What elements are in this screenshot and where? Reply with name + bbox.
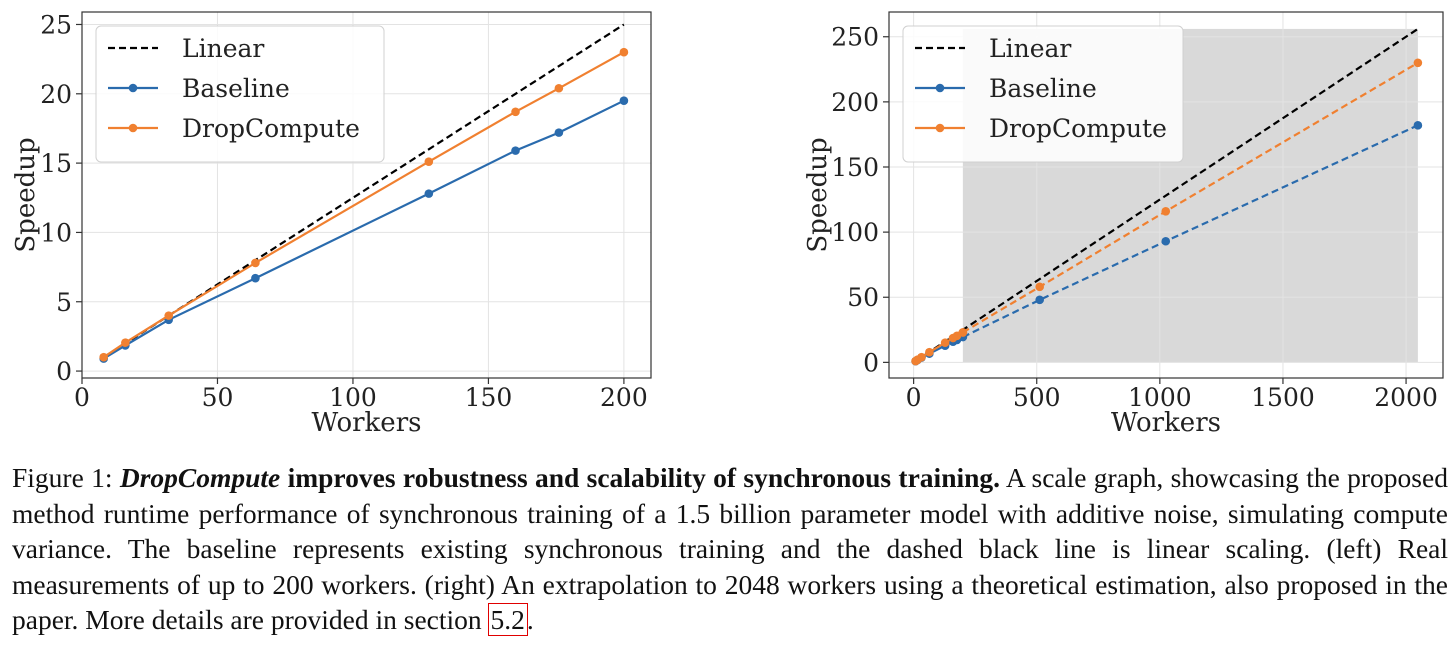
caption-method-name: DropCompute [119,462,281,493]
left-y-tick-label: 5 [56,288,72,317]
left-point-dropcompute [424,157,434,167]
left-point-dropcompute [554,83,564,93]
right-y-tick-label: 250 [831,23,879,52]
left-point-dropcompute [511,107,520,117]
right-legend-label-linear: Linear [989,34,1071,63]
left-x-tick-label: 50 [202,383,234,412]
left-point-dropcompute [619,47,629,57]
right-legend-label-baseline: Baseline [989,74,1097,103]
right-y-axis-label: Speedup [803,137,833,252]
left-point-dropcompute [164,311,174,320]
right-legend-box [902,25,1184,163]
left-point-baseline [424,189,434,198]
left-point-dropcompute [121,338,130,347]
right-legend-marker-baseline [935,83,945,93]
left-point-baseline [251,273,260,283]
left-chart-panel: 0 50 100 150 200 0 5 10 15 20 25 Workers Speedup Line… [11,10,652,438]
right-legend-marker-dropcompute [935,123,945,133]
right-chart-panel: 0 500 1000 1500 2000 0 50 100 150 200 250 Workers Sp… [803,11,1444,438]
right-x-tick-label: 0 [906,383,922,412]
left-point-dropcompute [251,258,260,268]
left-legend-marker-dropcompute [128,123,138,133]
left-y-tick-label: 10 [40,218,72,247]
left-y-tick-label: 20 [40,80,72,109]
left-legend-marker-baseline [128,83,138,93]
right-y-tick-label: 0 [863,348,879,377]
left-y-axis-label: Speedup [11,137,41,252]
left-legend-label-baseline: Baseline [182,74,290,103]
right-axes-frame [888,11,1444,379]
left-x-tick-label: 200 [600,383,648,412]
left-y-tick-label: 0 [56,357,72,386]
left-series-line-baseline-1 [103,99,625,360]
left-point-baseline [619,96,629,106]
caption-label: Figure 1: [12,462,120,493]
right-y-tick-label: 100 [831,218,879,247]
left-series-line-dropcompute-2 [103,51,625,359]
right-point-extrapolated [1413,58,1423,68]
right-point-extrapolated [1161,206,1171,216]
right-series-line-extrapolated-2 [962,124,1419,338]
left-axes-frame [81,11,652,379]
left-y-tick-label: 15 [40,149,72,178]
right-point-dropcompute [940,338,950,348]
right-point-extrapolated [1161,236,1171,246]
right-point-extrapolated [1035,282,1044,292]
left-y-tick-label: 25 [40,10,72,39]
section-reference-link[interactable]: 5.2 [487,603,528,636]
right-point-dropcompute [917,352,926,362]
left-x-tick-label: 100 [329,383,377,412]
right-x-tick-label: 1000 [1128,383,1192,412]
left-x-tick-label: 0 [74,383,90,412]
left-x-tick-label: 150 [465,383,513,412]
left-point-dropcompute [99,352,108,362]
left-legend-label-dropcompute: DropCompute [182,114,360,143]
right-y-tick-label: 200 [831,88,879,117]
figure-caption: Figure 1: DropCompute improves robustnes… [12,460,1448,638]
left-x-axis-label: Workers [312,408,422,438]
right-x-axis-label: Workers [1111,408,1221,438]
left-legend-box [95,25,385,163]
caption-body: A scale graph, showcasing the proposed m… [12,462,1448,635]
right-y-tick-label: 150 [831,153,879,182]
left-point-baseline [511,146,520,155]
left-legend-label-linear: Linear [182,34,264,63]
right-point-extrapolated [1413,121,1423,130]
left-point-baseline [554,128,564,137]
right-series-line-extrapolated-4 [962,61,1419,334]
right-point-dropcompute [925,347,934,357]
right-point-extrapolated [1035,295,1044,305]
right-y-tick-label: 50 [847,283,879,312]
right-x-tick-label: 1500 [1251,383,1315,412]
right-point-extrapolated [958,328,968,337]
right-legend-label-dropcompute: DropCompute [989,114,1167,143]
right-x-tick-label: 2000 [1374,383,1438,412]
right-series-line-linear-0 [914,27,1419,363]
caption-end: . [526,604,534,635]
caption-headline: improves robustness and scalability of s… [280,462,1001,493]
right-x-tick-label: 500 [1013,383,1061,412]
